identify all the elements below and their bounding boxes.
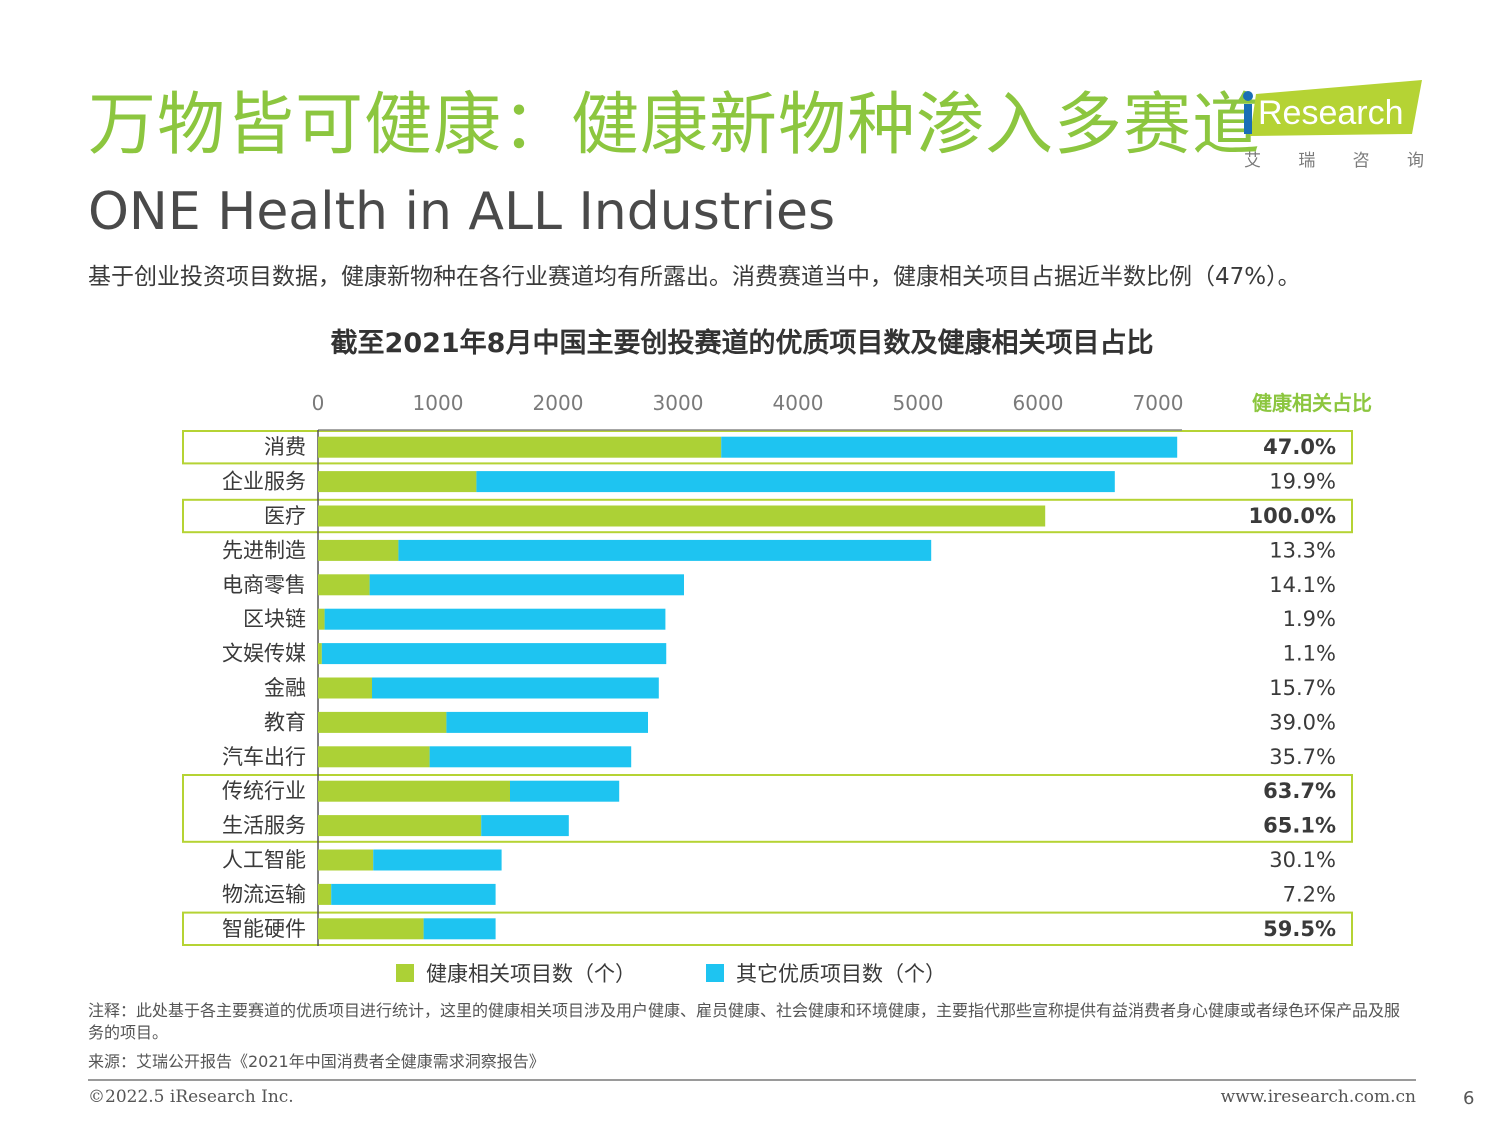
- highlight-box: [182, 430, 1353, 465]
- category-label: 智能硬件: [222, 917, 306, 941]
- bar-other: [373, 849, 502, 871]
- x-tick-label: 6000: [1013, 391, 1064, 415]
- x-tick-label: 0: [312, 391, 325, 415]
- legend-label-health: 健康相关项目数（个）: [426, 962, 636, 986]
- page-title-english: ONE Health in ALL Industries: [88, 182, 836, 242]
- bar-other: [481, 815, 569, 837]
- bar-health: [318, 505, 1046, 527]
- chart-legend: 健康相关项目数（个） 其它优质项目数（个）: [396, 958, 946, 988]
- bar-other: [429, 746, 632, 768]
- bar-health: [318, 746, 430, 768]
- bar-other: [369, 574, 684, 596]
- logo-text: Research: [1258, 94, 1404, 132]
- bar-health: [318, 436, 722, 458]
- ratio-label: 15.7%: [1269, 676, 1336, 700]
- x-tick-label: 5000: [893, 391, 944, 415]
- category-label: 企业服务: [222, 470, 306, 494]
- category-label: 先进制造: [222, 538, 306, 562]
- footer-divider: [88, 1079, 1416, 1081]
- bar-health: [318, 849, 374, 871]
- x-tick-label: 2000: [533, 391, 584, 415]
- ratio-label: 65.1%: [1263, 814, 1336, 838]
- legend-swatch-health: [396, 964, 414, 982]
- logo-char: 艾: [1244, 151, 1261, 171]
- legend-item-health: 健康相关项目数（个）: [396, 958, 636, 988]
- bar-health: [318, 711, 447, 733]
- website-link[interactable]: www.iresearch.com.cn: [1220, 1087, 1416, 1107]
- highlight-box: [182, 774, 1353, 843]
- ratio-label: 47.0%: [1263, 435, 1336, 459]
- logo-chinese: 艾 瑞 咨 询: [1244, 146, 1424, 171]
- ratio-label: 63.7%: [1263, 779, 1336, 803]
- bar-health: [318, 883, 332, 905]
- category-label: 消费: [264, 435, 306, 459]
- legend-item-other: 其它优质项目数（个）: [706, 958, 946, 988]
- bar-other: [372, 677, 659, 699]
- x-tick-label: 1000: [413, 391, 464, 415]
- ratio-label: 59.5%: [1263, 917, 1336, 941]
- bar-other: [324, 608, 666, 630]
- x-tick-label: 7000: [1133, 391, 1184, 415]
- bar-health: [318, 780, 510, 802]
- x-tick-label: 4000: [773, 391, 824, 415]
- category-label: 传统行业: [222, 779, 306, 803]
- bar-health: [318, 608, 325, 630]
- page-number: 6: [1463, 1088, 1475, 1109]
- ratio-label: 14.1%: [1269, 573, 1336, 597]
- footnote: 注释：此处基于各主要赛道的优质项目进行统计，这里的健康相关项目涉及用户健康、雇员…: [88, 1001, 1401, 1042]
- ratio-label: 7.2%: [1283, 882, 1336, 906]
- bar-other: [510, 780, 620, 802]
- bar-other: [721, 436, 1178, 458]
- bar-health: [318, 471, 477, 493]
- ratio-label: 100.0%: [1249, 504, 1336, 528]
- bar-health: [318, 539, 399, 561]
- category-label: 汽车出行: [222, 745, 306, 769]
- ratio-label: 19.9%: [1269, 470, 1336, 494]
- bar-other: [476, 471, 1115, 493]
- legend-swatch-other: [706, 964, 724, 982]
- bar-health: [318, 643, 322, 665]
- bar-health: [318, 918, 424, 940]
- bar-other: [331, 883, 496, 905]
- ratio-label: 1.9%: [1283, 607, 1336, 631]
- category-label: 文娱传媒: [222, 642, 306, 666]
- bar-other: [398, 539, 932, 561]
- page-subtitle: 基于创业投资项目数据，健康新物种在各行业赛道均有所露出。消费赛道当中，健康相关项…: [88, 264, 1301, 290]
- x-tick-label: 3000: [653, 391, 704, 415]
- logo-char: 询: [1406, 151, 1424, 171]
- category-label: 金融: [264, 676, 306, 700]
- iresearch-logo: Research: [1243, 80, 1422, 136]
- highlight-box: [182, 498, 1353, 534]
- ratio-label: 39.0%: [1269, 710, 1336, 734]
- bar-health: [318, 815, 482, 837]
- ratio-label: 30.1%: [1269, 848, 1336, 872]
- category-label: 医疗: [264, 504, 306, 528]
- category-label: 人工智能: [222, 848, 306, 872]
- category-label: 教育: [264, 710, 306, 734]
- bar-health: [318, 574, 370, 596]
- logo-char: 咨: [1352, 151, 1370, 171]
- copyright: ©2022.5 iResearch Inc.: [88, 1087, 294, 1107]
- logo-char: 瑞: [1298, 151, 1316, 171]
- category-label: 电商零售: [222, 573, 306, 597]
- ratio-column-header: 健康相关占比: [1252, 391, 1372, 415]
- ratio-label: 1.1%: [1283, 642, 1336, 666]
- category-label: 区块链: [243, 607, 306, 631]
- page-title: 万物皆可健康：健康新物种渗入多赛道: [88, 86, 1262, 165]
- category-label: 物流运输: [222, 882, 306, 906]
- ratio-label: 35.7%: [1269, 745, 1336, 769]
- source-note: 来源：艾瑞公开报告《2021年中国消费者全健康需求洞察报告》: [88, 1052, 545, 1071]
- ratio-label: 13.3%: [1269, 538, 1336, 562]
- bar-health: [318, 677, 372, 699]
- category-label: 生活服务: [222, 814, 306, 838]
- chart-title: 截至2021年8月中国主要创投赛道的优质项目数及健康相关项目占比: [330, 328, 1154, 359]
- bar-other: [446, 711, 648, 733]
- legend-label-other: 其它优质项目数（个）: [736, 962, 946, 986]
- bar-other: [321, 643, 667, 665]
- highlight-box: [182, 911, 1353, 946]
- bar-other: [423, 918, 496, 940]
